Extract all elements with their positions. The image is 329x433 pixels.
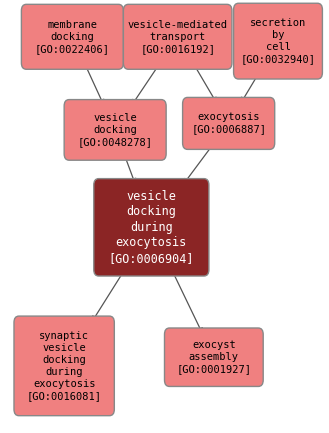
FancyBboxPatch shape bbox=[64, 100, 166, 160]
Text: vesicle
docking
during
exocytosis
[GO:0006904]: vesicle docking during exocytosis [GO:00… bbox=[109, 190, 194, 265]
Text: exocytosis
[GO:0006887]: exocytosis [GO:0006887] bbox=[191, 113, 266, 134]
FancyBboxPatch shape bbox=[94, 179, 209, 276]
Text: secretion
by
cell
[GO:0032940]: secretion by cell [GO:0032940] bbox=[240, 18, 316, 64]
Text: vesicle
docking
[GO:0048278]: vesicle docking [GO:0048278] bbox=[78, 113, 153, 147]
Text: exocyst
assembly
[GO:0001927]: exocyst assembly [GO:0001927] bbox=[176, 340, 251, 374]
FancyBboxPatch shape bbox=[164, 328, 263, 386]
FancyBboxPatch shape bbox=[234, 3, 322, 79]
FancyBboxPatch shape bbox=[123, 4, 232, 69]
FancyBboxPatch shape bbox=[14, 316, 114, 416]
Text: vesicle-mediated
transport
[GO:0016192]: vesicle-mediated transport [GO:0016192] bbox=[128, 20, 228, 54]
FancyBboxPatch shape bbox=[21, 4, 123, 69]
Text: synaptic
vesicle
docking
during
exocytosis
[GO:0016081]: synaptic vesicle docking during exocytos… bbox=[27, 331, 102, 401]
FancyBboxPatch shape bbox=[183, 97, 275, 149]
Text: membrane
docking
[GO:0022406]: membrane docking [GO:0022406] bbox=[35, 20, 110, 54]
